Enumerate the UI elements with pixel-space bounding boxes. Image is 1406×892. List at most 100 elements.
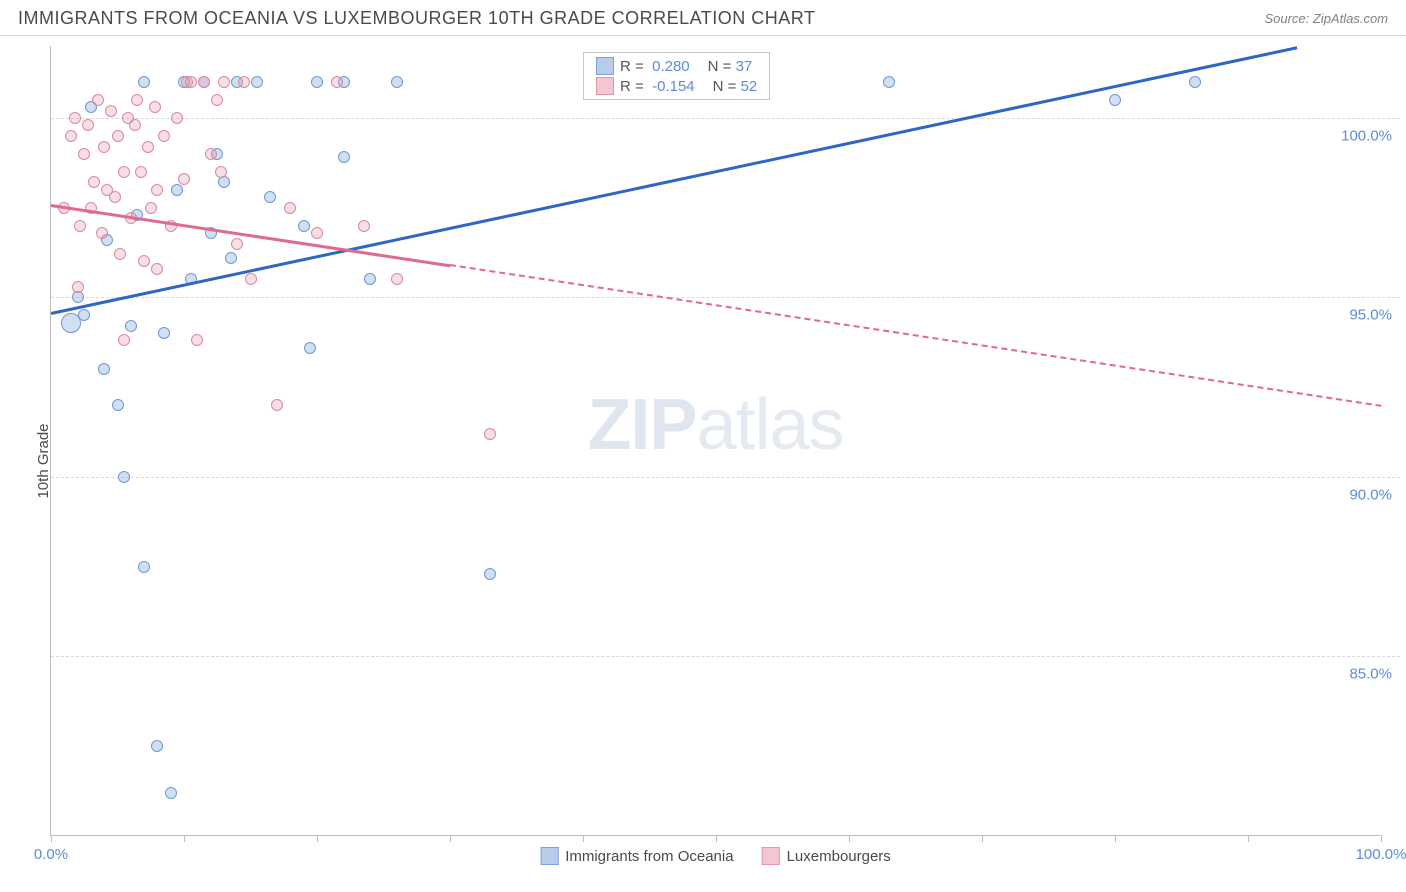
scatter-point [118,166,130,178]
scatter-point [96,227,108,239]
series-legend-item: Immigrants from Oceania [540,847,733,865]
trend-line [450,264,1381,407]
scatter-point [218,76,230,88]
legend-n: N = 37 [708,58,753,75]
scatter-point [198,76,210,88]
y-tick-label: 90.0% [1349,486,1392,503]
scatter-point [284,202,296,214]
scatter-point [131,94,143,106]
correlation-legend: R = 0.280 N = 37 R = -0.154 N = 52 [583,52,770,100]
scatter-point [165,787,177,799]
gridline-h [51,656,1400,657]
scatter-point [205,148,217,160]
scatter-point [72,291,84,303]
legend-r: R = -0.154 [620,78,695,95]
scatter-point [231,238,243,250]
scatter-point [185,76,197,88]
watermark: ZIPatlas [587,384,843,466]
scatter-point [298,220,310,232]
scatter-point [129,119,141,131]
scatter-point [112,399,124,411]
scatter-point [65,130,77,142]
scatter-point [311,227,323,239]
legend-row: R = 0.280 N = 37 [596,56,757,76]
chart-area: 10th Grade ZIPatlas 85.0%90.0%95.0%100.0… [0,36,1406,886]
scatter-point [78,309,90,321]
scatter-point [69,112,81,124]
legend-swatch [540,847,558,865]
y-tick-label: 100.0% [1341,127,1392,144]
scatter-point [74,220,86,232]
scatter-point [304,342,316,354]
scatter-point [125,320,137,332]
scatter-plot: ZIPatlas 85.0%90.0%95.0%100.0%0.0%100.0%… [50,46,1380,836]
scatter-point [211,94,223,106]
scatter-point [149,101,161,113]
series-name: Immigrants from Oceania [565,848,733,865]
scatter-point [215,166,227,178]
scatter-point [158,130,170,142]
scatter-point [178,173,190,185]
scatter-point [391,273,403,285]
x-tick [849,835,850,842]
scatter-point [118,471,130,483]
x-tick [1248,835,1249,842]
scatter-point [138,561,150,573]
gridline-h [51,118,1400,119]
legend-swatch [762,847,780,865]
scatter-point [158,327,170,339]
scatter-point [191,334,203,346]
scatter-point [138,76,150,88]
x-tick [450,835,451,842]
scatter-point [78,148,90,160]
scatter-point [1109,94,1121,106]
scatter-point [484,568,496,580]
scatter-point [171,184,183,196]
scatter-point [225,252,237,264]
scatter-point [112,130,124,142]
scatter-point [338,151,350,163]
scatter-point [114,248,126,260]
scatter-point [105,105,117,117]
scatter-point [238,76,250,88]
scatter-point [151,263,163,275]
scatter-point [1189,76,1201,88]
gridline-h [51,477,1400,478]
scatter-point [358,220,370,232]
scatter-point [883,76,895,88]
scatter-point [109,191,121,203]
x-tick [1381,835,1382,842]
scatter-point [98,363,110,375]
x-tick [716,835,717,842]
x-tick [1115,835,1116,842]
legend-swatch [596,57,614,75]
x-tick [184,835,185,842]
scatter-point [92,94,104,106]
x-tick [982,835,983,842]
series-legend-item: Luxembourgers [762,847,891,865]
scatter-point [391,76,403,88]
scatter-point [311,76,323,88]
scatter-point [118,334,130,346]
chart-title: IMMIGRANTS FROM OCEANIA VS LUXEMBOURGER … [18,8,815,29]
title-bar: IMMIGRANTS FROM OCEANIA VS LUXEMBOURGER … [0,0,1406,36]
legend-r: R = 0.280 [620,58,690,75]
x-tick [583,835,584,842]
scatter-point [135,166,147,178]
scatter-point [264,191,276,203]
scatter-point [251,76,263,88]
scatter-point [88,176,100,188]
scatter-point [72,281,84,293]
scatter-point [142,141,154,153]
scatter-point [82,119,94,131]
scatter-point [138,255,150,267]
scatter-point [171,112,183,124]
legend-n: N = 52 [713,78,758,95]
scatter-point [331,76,343,88]
series-legend: Immigrants from Oceania Luxembourgers [540,847,891,865]
scatter-point [151,184,163,196]
x-tick [317,835,318,842]
legend-row: R = -0.154 N = 52 [596,76,757,96]
x-tick [51,835,52,842]
gridline-h [51,297,1400,298]
